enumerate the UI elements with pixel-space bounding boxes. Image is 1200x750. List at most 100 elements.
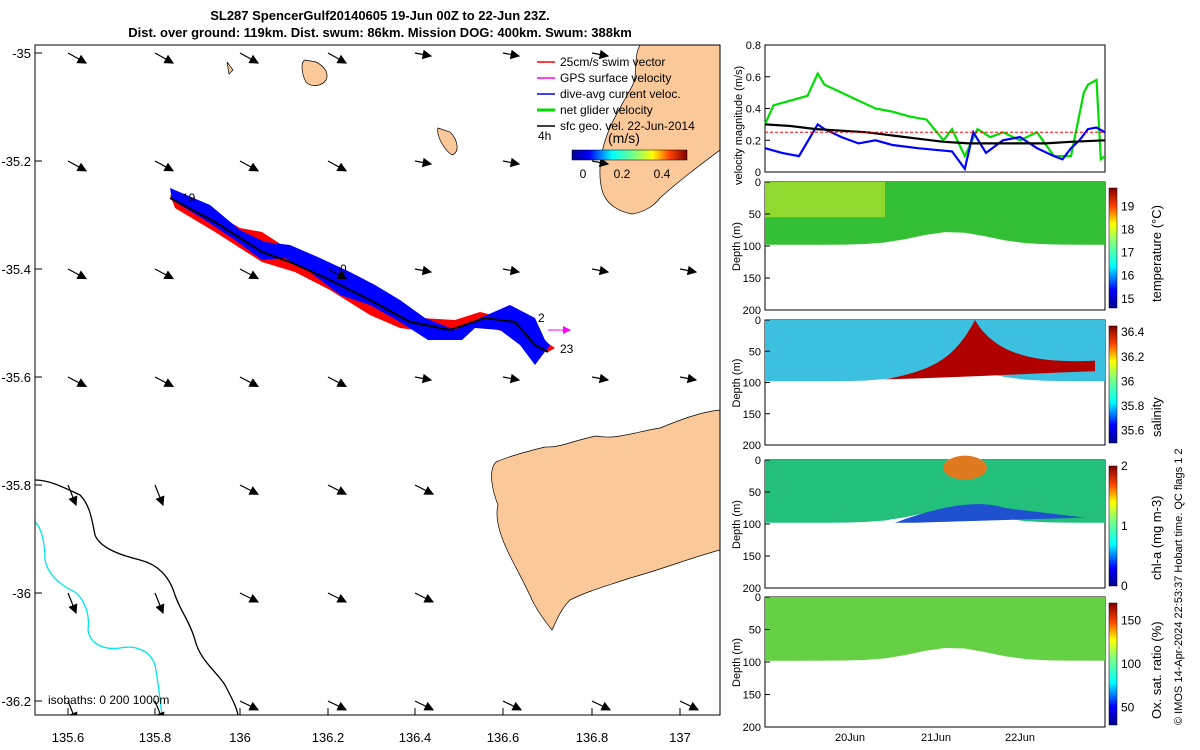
track-label-end: 23 [560,342,574,356]
geo-arrow [414,592,435,603]
velocity-panel: 0 0.2 0.4 0.6 0.8 velocity magnitude (m/s) [733,40,1106,185]
geo-arrow [67,160,88,172]
geo-arrow [327,376,348,387]
section-ytick-label: 100 [743,519,761,531]
lat-tick-label: -35.2 [1,154,31,169]
colorbar-tick-label: 18 [1121,223,1135,237]
geo-arrow [154,592,165,615]
speed-colorbar [571,149,688,161]
lon-tick-label: 136.2 [312,730,345,745]
geo-arrow [591,700,612,711]
geo-arrow [327,160,348,172]
section-ytick-label: 200 [743,722,761,734]
map-panel: 19 0 2 23 135.6 135.8 136 136.2 136.4 136.6 13… [1,44,721,745]
geo-arrow [502,265,521,276]
lat-tick-label: -35.4 [1,262,31,277]
section-ytick-label: 50 [749,209,761,221]
legend-label: net glider velocity [560,103,653,117]
geo-arrow [414,49,433,60]
track-net-velocity [169,197,549,353]
section-ytick-label: 150 [743,690,761,702]
track-label-2: 2 [538,311,545,325]
geo-arrow [154,268,175,280]
velocity-ytick-label: 0.6 [746,72,761,84]
section-ytick-label: 100 [743,657,761,669]
map-legend: 25cm/s swim vector GPS surface velocity di… [537,55,695,133]
legend-label: dive-avg current veloc. [560,87,681,101]
geo-arrow [502,49,521,60]
colorbar-tick-label: 17 [1121,246,1135,260]
isobath-1000 [35,521,163,715]
geo-arrow [414,157,433,168]
section-ylabel: Depth (m) [731,638,743,687]
geo-arrow [67,700,78,715]
geo-arrow [591,157,610,168]
colorbar-tick-0: 0 [580,167,587,181]
lat-tick-label: -36 [12,586,31,601]
colorbar-label: temperature (°C) [1149,205,1164,302]
geo-arrow [502,373,521,384]
velocity-ytick-label: 0.4 [746,104,761,116]
geo-arrow [67,268,88,280]
isobath-label: isobaths: 0 200 1000m [48,693,169,707]
geostrophic-arrow-grid [67,49,700,715]
lon-tick-label: 136 [229,730,251,745]
geo-arrow [679,373,698,384]
colorbar-label: chl-a (mg m-3) [1149,495,1164,580]
chl-low-patch [895,504,1085,523]
colorbar-tick-label: 36 [1121,374,1135,388]
section-panel: 0 50 100 150 200 Depth (m) 0 1 2 chl-a (mg m-3) [731,455,1164,595]
velocity-series-line [764,123,1106,145]
geo-arrow [239,700,260,711]
island-1 [301,59,328,86]
geo-arrow [414,265,433,276]
section-ylabel: Depth (m) [731,500,743,549]
colorbar-tick-label: 16 [1121,269,1135,283]
velocity-series [763,71,1106,172]
colorbar-title: (m/s) [608,130,640,146]
lon-tick-label: 135.6 [52,730,85,745]
section-ytick-label: 0 [755,592,761,604]
colorbar-tick-label: 36.2 [1121,350,1145,364]
geo-arrow [67,592,78,615]
geo-arrow [239,52,260,64]
section-ylabel: Depth (m) [731,359,743,408]
geo-arrow [154,700,165,715]
velocity-ytick-label: 0 [755,167,761,179]
colorbar-tick-label: 35.8 [1121,399,1145,413]
lat-tick-label: -35.6 [1,370,31,385]
geo-arrow [414,484,435,495]
map-lon-axis: 135.6 135.8 136 136.2 136.4 136.6 136.8 137 [52,708,691,745]
section-colorbar [1108,465,1118,587]
time-tick-label: 22Jun [1005,732,1035,744]
section-ytick-label: 200 [743,440,761,452]
geo-arrow [239,160,260,172]
lon-tick-label: 136.8 [576,730,609,745]
geo-arrow [327,484,348,495]
geo-arrow [679,265,698,276]
geo-arrow [591,373,610,384]
lat-tick-label: -35 [12,46,31,61]
geo-arrow [239,484,260,495]
section-data-fill [765,597,1105,661]
geo-arrow [327,268,348,280]
colorbar-tick-label: 1 [1121,519,1128,533]
section-ytick-label: 100 [743,378,761,390]
section-ytick-label: 150 [743,551,761,563]
colorbar-tick-2: 0.4 [654,167,671,181]
lon-tick-label: 135.8 [139,730,172,745]
legend-label: sfc geo. vel. 22-Jun-2014 [560,119,695,133]
geo-arrow [591,265,610,276]
velocity-ytick-label: 0.2 [746,135,761,147]
velocity-ylabel: velocity magnitude (m/s) [733,66,745,185]
geo-arrow [239,592,260,603]
time-axis: 20Jun 21Jun 22Jun [835,732,1035,744]
map-frame [34,44,721,716]
colorbar-tick-label: 100 [1121,657,1141,671]
geo-arrow [502,700,523,711]
section-ytick-label: 0 [755,315,761,327]
geo-arrow [414,700,435,711]
temp-warm-patch [765,182,885,218]
geo-arrow [679,700,700,711]
